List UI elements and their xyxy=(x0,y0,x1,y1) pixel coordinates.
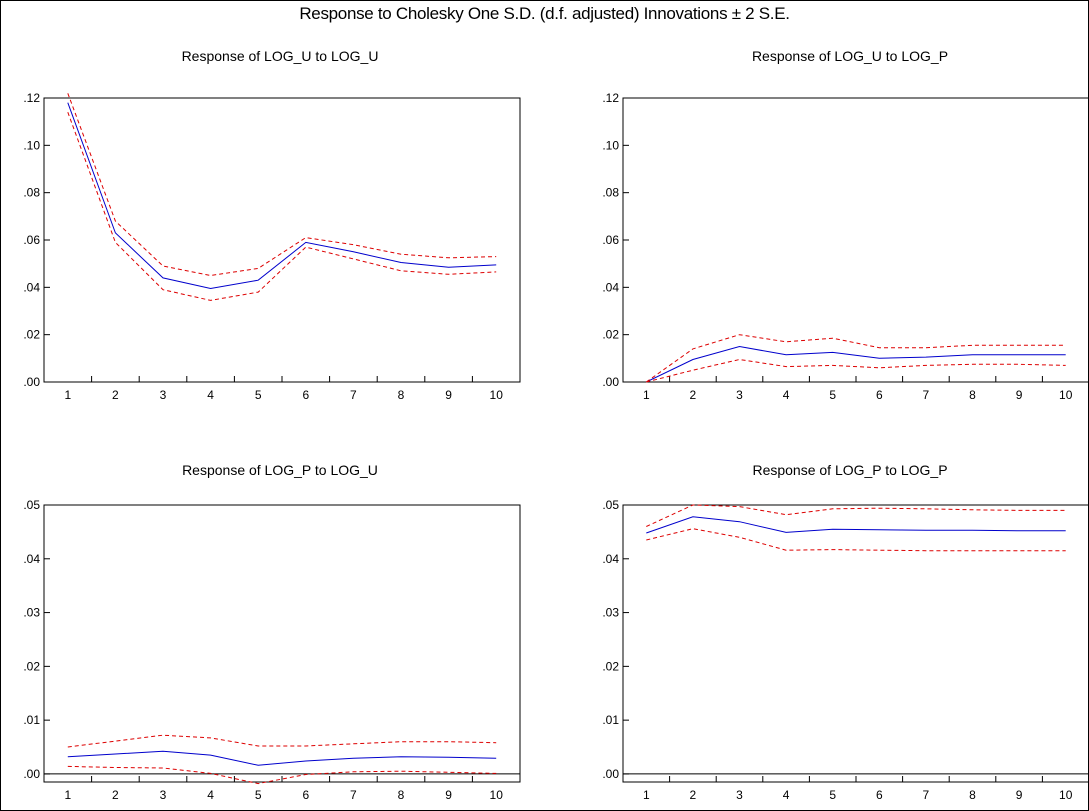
panel-2-xtick-label: 10 xyxy=(1059,388,1073,402)
panel-1-xtick-label: 8 xyxy=(398,388,405,402)
panel-2-xtick-label: 8 xyxy=(969,388,976,402)
panel-4-plot-area xyxy=(622,504,1089,783)
panel-3-ytick-label: .05 xyxy=(23,498,40,512)
panel-1-response-line xyxy=(67,102,497,290)
panel-1-plot-area xyxy=(43,97,521,383)
panel-2-ytick-label: .10 xyxy=(602,138,619,152)
panel-2-upper-line xyxy=(646,334,1066,383)
panel-1-ytick-label: .00 xyxy=(23,375,40,389)
panel-3-ytick-label: .02 xyxy=(23,659,40,673)
panel-3-xtick-label: 2 xyxy=(112,788,119,802)
panel-2-ytick-label: .08 xyxy=(602,186,619,200)
panel-3-xtick-label: 4 xyxy=(207,788,214,802)
panel-1-lower-line xyxy=(67,112,497,301)
panel-3-response-line xyxy=(67,750,497,766)
panel-1-xtick-label: 2 xyxy=(112,388,119,402)
panel-2-xtick-label: 9 xyxy=(1016,388,1023,402)
panel-1-ytick-label: .06 xyxy=(23,233,40,247)
panel-4-response-line xyxy=(646,516,1066,534)
panel-3-ytick-label: .04 xyxy=(23,552,40,566)
panel-4-ytick-label: .04 xyxy=(602,552,619,566)
panel-2-xtick-label: 3 xyxy=(736,388,743,402)
panel-1-xtick-label: 9 xyxy=(445,388,452,402)
panel-1-xtick-label: 4 xyxy=(207,388,214,402)
panel-1-xtick-label: 1 xyxy=(64,388,71,402)
panel-4-ytick-label: .03 xyxy=(602,606,619,620)
panel-4-ytick-label: .05 xyxy=(602,498,619,512)
panel-2-ytick-label: .04 xyxy=(602,280,619,294)
panel-1-ytick-label: .10 xyxy=(23,138,40,152)
panel-1-xtick-label: 10 xyxy=(490,388,504,402)
panel-3-xtick-label: 6 xyxy=(302,788,309,802)
panel-3-xtick-label: 8 xyxy=(398,788,405,802)
panel-1-ytick-label: .02 xyxy=(23,328,40,342)
panel-2-ytick-label: .02 xyxy=(602,328,619,342)
panel-4-xtick-label: 5 xyxy=(829,788,836,802)
panel-1-ytick-label: .12 xyxy=(23,91,40,105)
panel-2-plot-area xyxy=(622,97,1089,383)
panel-3-upper-line xyxy=(67,734,497,748)
panel-2-response-line xyxy=(646,345,1066,383)
panel-3-xtick-label: 1 xyxy=(64,788,71,802)
panel-1-xtick-label: 7 xyxy=(350,388,357,402)
panel-3-ytick-label: .00 xyxy=(23,767,40,781)
panel-title-2: Response of LOG_U to LOG_P xyxy=(751,48,949,64)
panel-4-xtick-label: 10 xyxy=(1059,788,1073,802)
panel-2-xtick-label: 2 xyxy=(690,388,697,402)
panel-4-xtick-label: 3 xyxy=(736,788,743,802)
panel-3-xtick-label: 9 xyxy=(445,788,452,802)
panel-2-lower-line xyxy=(646,358,1066,383)
panel-4-xtick-label: 8 xyxy=(969,788,976,802)
panel-4-xtick-label: 9 xyxy=(1016,788,1023,802)
panel-4-ytick-label: .01 xyxy=(602,713,619,727)
panel-2-xtick-label: 1 xyxy=(643,388,650,402)
panel-2-xtick-label: 7 xyxy=(923,388,930,402)
panel-3-xtick-label: 7 xyxy=(350,788,357,802)
panel-4-ytick-label: .00 xyxy=(602,767,619,781)
panel-2-ytick-label: .00 xyxy=(602,375,619,389)
panel-4-lower-line xyxy=(646,528,1066,552)
panel-3-ytick-label: .03 xyxy=(23,606,40,620)
panel-1-xtick-label: 5 xyxy=(255,388,262,402)
panel-3-plot-area xyxy=(43,504,521,783)
panel-2-xtick-label: 5 xyxy=(829,388,836,402)
panel-3-xtick-label: 5 xyxy=(255,788,262,802)
panel-4-ytick-label: .02 xyxy=(602,659,619,673)
main-title: Response to Cholesky One S.D. (d.f. adju… xyxy=(299,4,790,23)
panel-2-xtick-label: 6 xyxy=(876,388,883,402)
panel-1-upper-line xyxy=(67,93,497,277)
panel-1-ytick-label: .08 xyxy=(23,186,40,200)
panel-4-xtick-label: 7 xyxy=(923,788,930,802)
panel-1-xtick-label: 3 xyxy=(160,388,167,402)
panel-title-3: Response of LOG_P to LOG_U xyxy=(182,462,378,478)
panel-4-xtick-label: 4 xyxy=(783,788,790,802)
panel-1-xtick-label: 6 xyxy=(302,388,309,402)
panel-3-lower-line xyxy=(67,765,497,785)
panel-4-xtick-label: 6 xyxy=(876,788,883,802)
panel-3-xtick-label: 10 xyxy=(490,788,504,802)
panel-2-xtick-label: 4 xyxy=(783,388,790,402)
panel-4-upper-line xyxy=(646,504,1066,527)
panel-2-ytick-label: .12 xyxy=(602,91,619,105)
panel-title-4: Response of LOG_P to LOG_P xyxy=(752,462,948,478)
panel-1-ytick-label: .04 xyxy=(23,280,40,294)
panel-3-ytick-label: .01 xyxy=(23,713,40,727)
panel-4-xtick-label: 2 xyxy=(690,788,697,802)
panel-4-xtick-label: 1 xyxy=(643,788,650,802)
panel-3-xtick-label: 3 xyxy=(160,788,167,802)
panel-title-1: Response of LOG_U to LOG_U xyxy=(181,48,379,64)
panel-2-ytick-label: .06 xyxy=(602,233,619,247)
